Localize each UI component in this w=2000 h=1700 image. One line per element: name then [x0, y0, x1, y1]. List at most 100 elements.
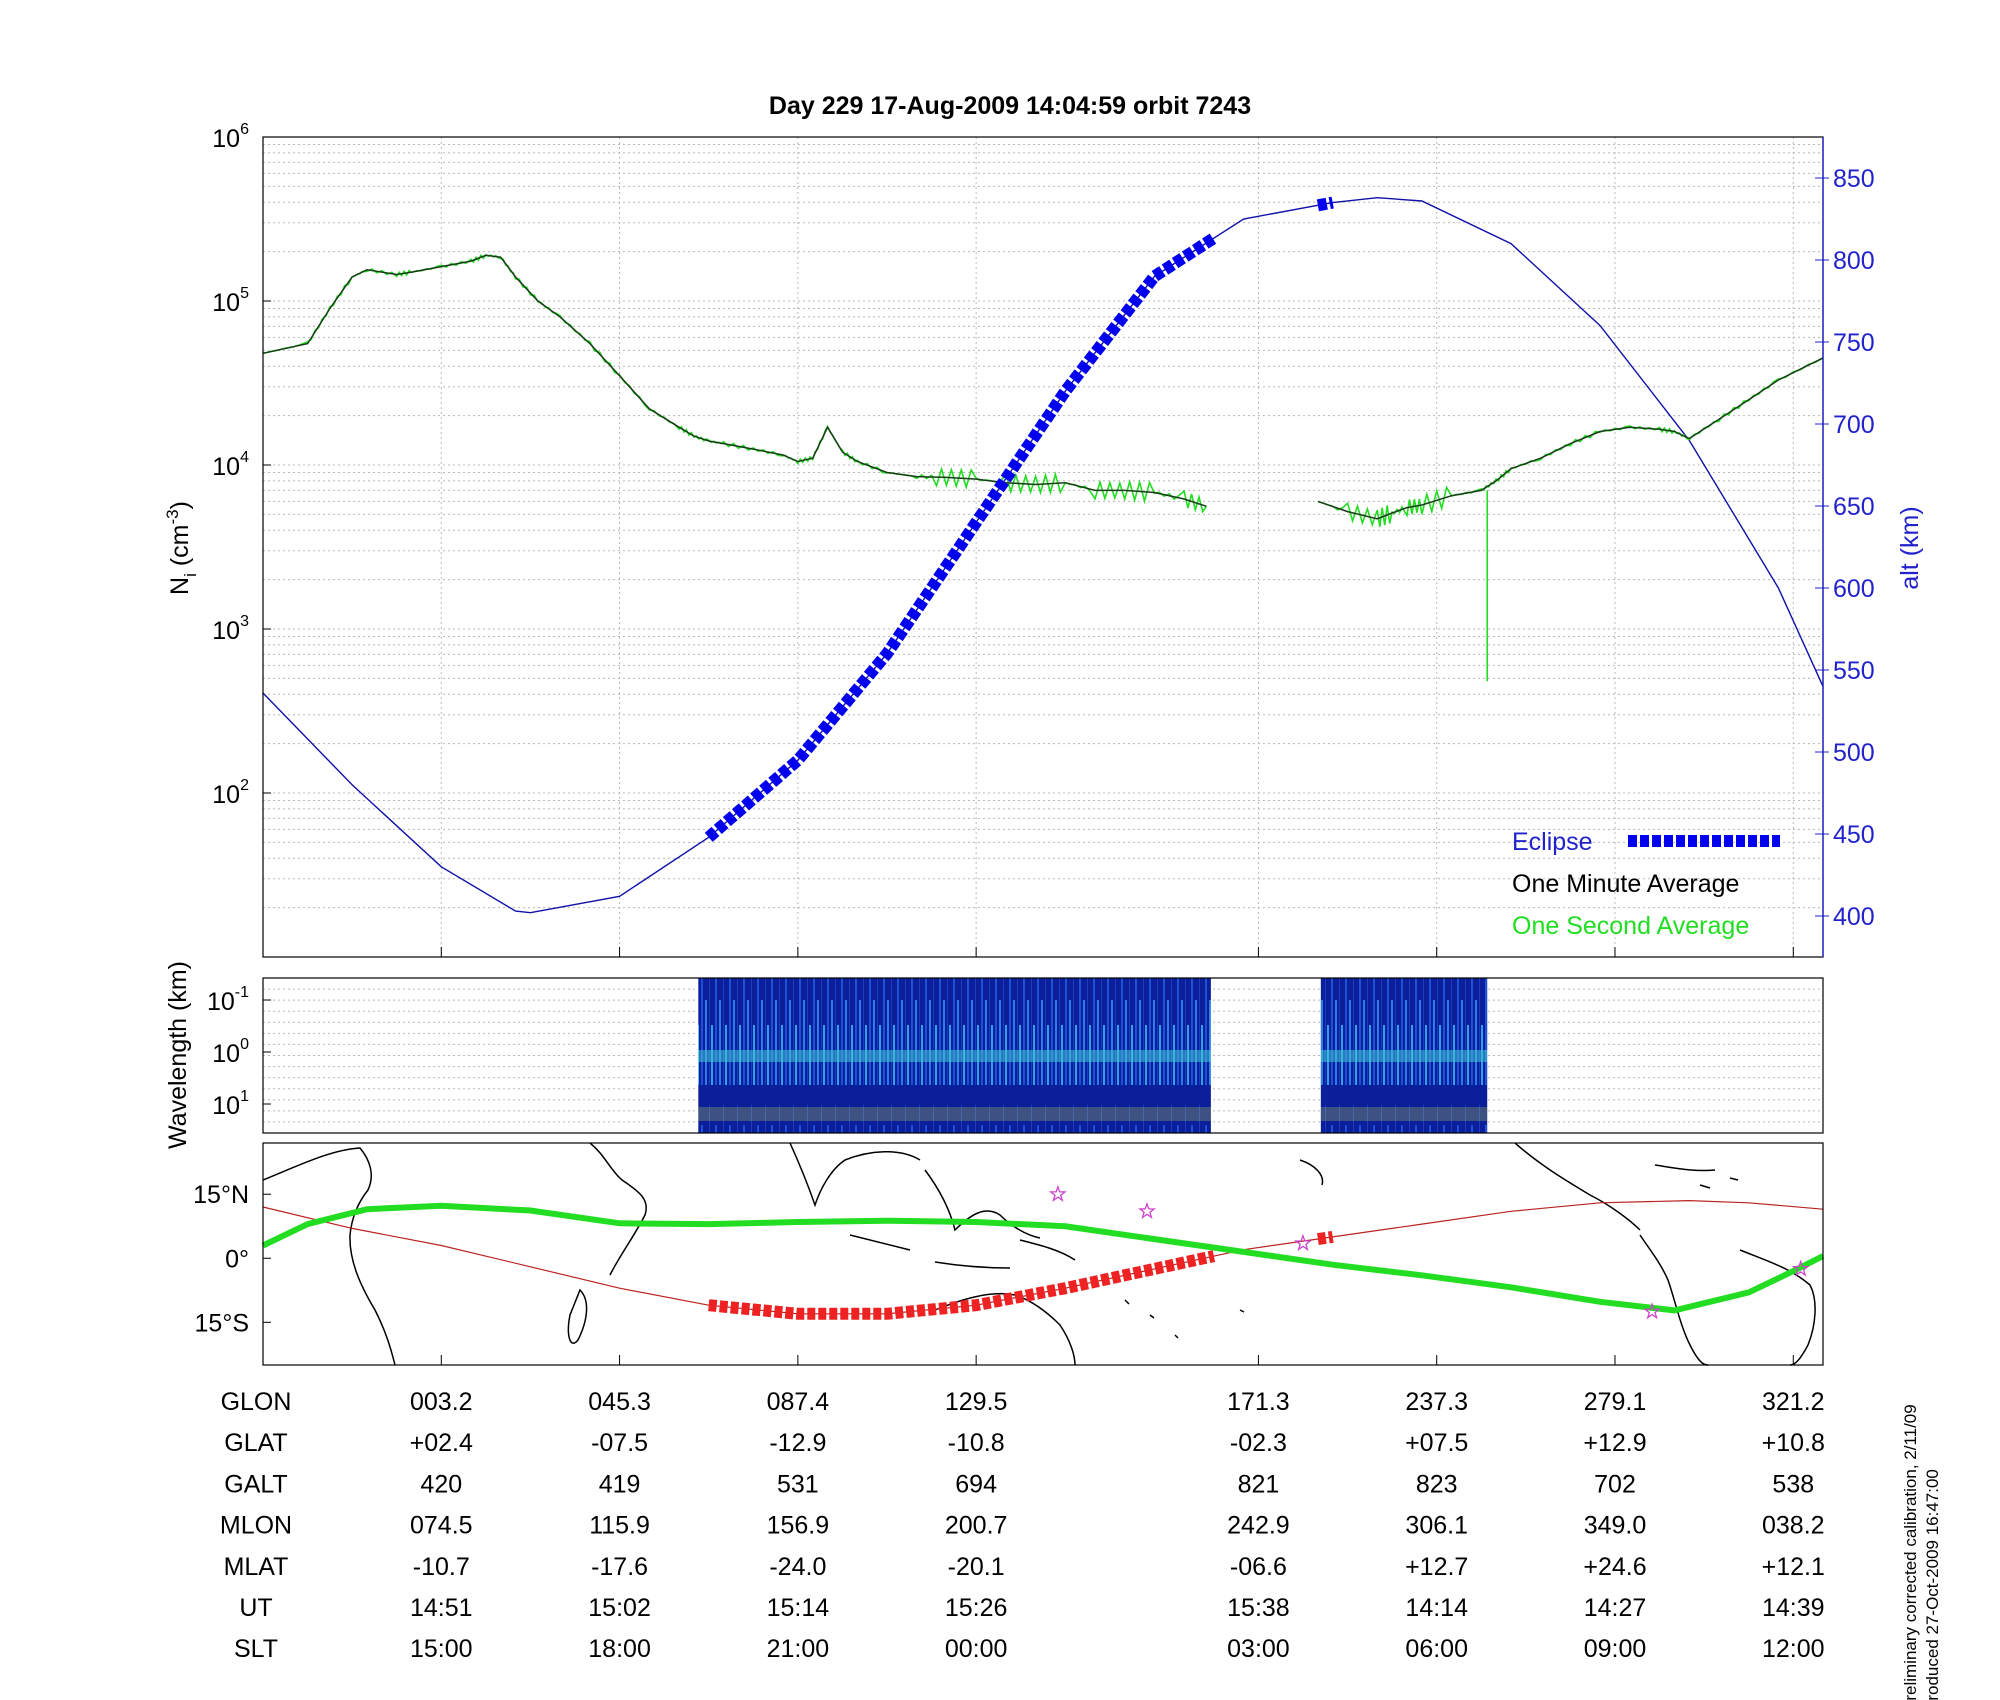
spectrogram-tick-label: 101	[212, 1088, 249, 1120]
density-tick-exp: 4	[240, 449, 249, 466]
table-cell: 14:14	[1405, 1594, 1468, 1622]
density-grid	[263, 144, 1823, 958]
table-cell: 087.4	[767, 1388, 830, 1416]
table-row-label: GLON	[221, 1388, 292, 1416]
table-cell: 03:00	[1227, 1635, 1290, 1663]
legend-eclipse-label: Eclipse	[1512, 828, 1593, 856]
spectrogram-tick-base: 10	[212, 1040, 240, 1068]
density-tick-base: 10	[212, 125, 240, 153]
eclipse-segment-2	[1316, 196, 1334, 212]
spectrogram-tick-label: 10-1	[207, 984, 249, 1016]
spectrogram-energy-band	[698, 1107, 1211, 1121]
table-cell: 15:38	[1227, 1594, 1290, 1622]
ground-track-line	[261, 1202, 1825, 1314]
spectrogram-tick-base: 10	[207, 988, 235, 1016]
table-cell: 00:00	[945, 1635, 1008, 1663]
table-cell: 14:39	[1762, 1594, 1825, 1622]
map-tick-label: 15°N	[193, 1181, 249, 1209]
spectrogram-tick-exp: 1	[240, 1088, 249, 1105]
table-cell: -24.0	[769, 1553, 826, 1581]
table-cell: -06.6	[1230, 1553, 1287, 1581]
density-tick-label: 105	[212, 285, 249, 317]
density-y-label-main: N	[166, 577, 194, 595]
table-cell: 15:14	[767, 1594, 830, 1622]
station-star-icon	[1138, 1201, 1156, 1219]
table-row-label: UT	[239, 1594, 272, 1622]
table-cell: 306.1	[1405, 1512, 1468, 1540]
spectrogram-tick-label: 100	[212, 1036, 249, 1068]
density-tick-exp: 3	[240, 613, 249, 630]
density-legend: Eclipse One Minute Average One Second Av…	[1512, 828, 1780, 940]
coast-pacific-islands	[1124, 1299, 1245, 1339]
density-y-label-unit: (cm	[166, 525, 194, 574]
table-cell: 003.2	[410, 1388, 473, 1416]
table-cell: 14:27	[1584, 1594, 1647, 1622]
table-cell: 129.5	[945, 1388, 1008, 1416]
spectrogram-tick-exp: -1	[235, 984, 249, 1001]
table-cell: 237.3	[1405, 1388, 1468, 1416]
coast-caribbean	[1654, 1164, 1739, 1189]
density-y-label-unit-close: )	[166, 501, 194, 509]
map-tick-label: 0°	[225, 1245, 249, 1273]
table-cell: 21:00	[767, 1635, 830, 1663]
map-y-ticks: 15°N 0° 15°S	[193, 1181, 271, 1337]
density-tick-label: 106	[212, 121, 249, 153]
altitude-tick-label: 700	[1833, 411, 1875, 439]
eclipse-segment	[704, 233, 1218, 842]
station-star-icon	[1294, 1233, 1312, 1252]
density-tick-exp: 6	[240, 121, 249, 138]
station-star-icon	[1791, 1259, 1810, 1277]
table-cell: 115.9	[589, 1512, 650, 1540]
table-cell: 349.0	[1584, 1512, 1647, 1540]
density-tick-base: 10	[212, 453, 240, 481]
station-star-icon	[1643, 1302, 1662, 1320]
density-y-label-unit-exp: -3	[163, 509, 182, 524]
table-cell: 694	[955, 1470, 997, 1498]
altitude-line	[262, 196, 1824, 914]
table-cell: 200.7	[945, 1512, 1008, 1540]
table-cell: 321.2	[1762, 1388, 1825, 1416]
altitude-tick-label: 450	[1833, 821, 1875, 849]
table-row-label: MLON	[220, 1512, 292, 1540]
density-tick-base: 10	[212, 781, 240, 809]
spectrogram-tick-exp: 0	[240, 1036, 249, 1053]
footnote: Preliminary corrected calibration, 2/11/…	[1901, 1404, 1942, 1700]
table-cell: 242.9	[1227, 1512, 1290, 1540]
orbit-coordinate-table: GLON 003.2 045.3 087.4 129.5 171.3 237.3 279.1 3…	[220, 1388, 1825, 1663]
density-tick-label: 103	[212, 613, 249, 645]
density-y-label: Ni (cm-3)	[163, 501, 200, 595]
table-cell: +12.1	[1762, 1553, 1825, 1581]
legend-second-label: One Second Average	[1512, 912, 1749, 940]
spectrogram-energy-band	[1320, 1107, 1488, 1121]
spectrogram-tick-base: 10	[212, 1092, 240, 1120]
coast-southeast-asia	[924, 1169, 1041, 1239]
coast-india	[789, 1142, 921, 1208]
density-tick-label: 104	[212, 449, 249, 481]
table-cell: 074.5	[410, 1512, 473, 1540]
ground-track-panel: 15°N 0° 15°S	[193, 1142, 1825, 1366]
altitude-tick-label: 650	[1833, 493, 1875, 521]
time-ticks	[440, 947, 1794, 1365]
table-cell: 279.1	[1584, 1388, 1647, 1416]
table-cell: 15:02	[588, 1594, 651, 1622]
table-cell: +12.9	[1583, 1429, 1646, 1457]
table-cell: 12:00	[1762, 1635, 1825, 1663]
spectrogram-block	[698, 978, 1211, 1133]
table-cell: -02.3	[1230, 1429, 1287, 1457]
coast-north-america	[1299, 1142, 1641, 1231]
table-cell: -17.6	[591, 1553, 648, 1581]
density-vertical-grid	[440, 137, 1794, 957]
table-cell: +07.5	[1405, 1429, 1468, 1457]
altitude-tick-label: 400	[1833, 903, 1875, 931]
coast-australia	[934, 1292, 1076, 1366]
table-cell: -07.5	[591, 1429, 648, 1457]
spectrogram-blocks	[698, 978, 1488, 1133]
table-cell: 045.3	[588, 1388, 651, 1416]
table-cell: +24.6	[1583, 1553, 1646, 1581]
density-plot-area	[263, 137, 1823, 957]
table-row-label: GLAT	[224, 1429, 287, 1457]
